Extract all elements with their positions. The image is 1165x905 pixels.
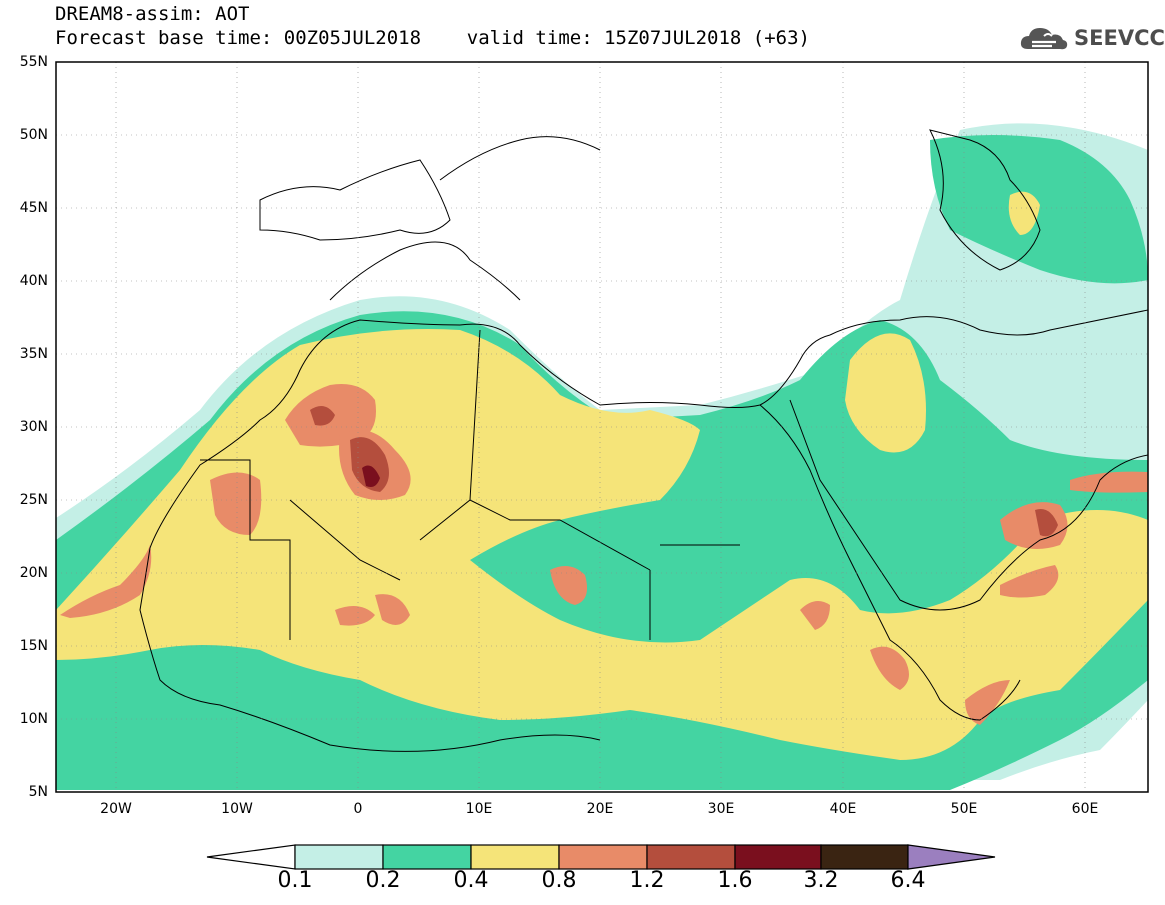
aot-contour-0.8-chad (550, 566, 588, 605)
aot-contour-0.8-somalia (965, 680, 1010, 725)
colorbar-bin-5 (646, 844, 736, 870)
aot-contour-0.8-sudan (800, 601, 909, 690)
lat-label: 50N (19, 127, 48, 143)
colorbar-label: 1.6 (717, 868, 753, 893)
lat-label: 40N (19, 273, 48, 289)
lon-label: 20E (586, 801, 614, 817)
aot-contour-0.8-iran (1070, 471, 1148, 493)
aot-contour-1.2-arabia (1035, 509, 1058, 537)
lon-label: 0 (353, 801, 363, 817)
colorbar-bin-2 (382, 844, 472, 870)
lat-label: 35N (19, 346, 48, 362)
lat-label: 20N (19, 565, 48, 581)
colorbar-bin-7 (820, 844, 909, 870)
colorbar (206, 844, 996, 870)
colorbar-label: 3.2 (803, 868, 839, 893)
aot-contour-0.8-mauritania (60, 545, 152, 618)
graticule (56, 62, 1148, 792)
aot-contour-1.2-morocco (310, 406, 335, 426)
logo-text: SEEVCCC (1074, 26, 1165, 50)
lon-label: 50E (950, 801, 978, 817)
colorbar-bin-6 (734, 844, 822, 870)
colorbar-bin-3 (470, 844, 560, 870)
lon-label: 60E (1071, 801, 1099, 817)
cloud-icon (1020, 28, 1068, 50)
lon-label: 40E (829, 801, 857, 817)
colorbar-bin-4 (558, 844, 648, 870)
lon-label: 20W (100, 801, 132, 817)
lat-label: 30N (19, 419, 48, 435)
seevccc-logo: SEEVCCC (1018, 22, 1165, 54)
aot-contour-0.8-wsahara (210, 472, 262, 535)
lat-label: 55N (19, 54, 48, 70)
map-frame (55, 61, 1149, 793)
colorbar-label: 0.8 (541, 868, 577, 893)
aot-contour-1.6-algeria (362, 465, 380, 487)
aot-contour-0.8-oman (1000, 565, 1059, 598)
map-title: DREAM8-assim: AOT (55, 3, 250, 25)
lat-label: 15N (19, 638, 48, 654)
forecast-time-subtitle: Forecast base time: 00Z05JUL2018 valid t… (55, 27, 810, 49)
aot-contour-0.4-caspian (1008, 191, 1040, 235)
colorbar-label: 0.2 (365, 868, 401, 893)
colorbar-label: 1.2 (629, 868, 665, 893)
colorbar-bin-1 (294, 844, 384, 870)
colorbar-over (907, 844, 996, 870)
colorbar-under (206, 844, 296, 870)
lat-label: 25N (19, 492, 48, 508)
coastlines (139, 129, 1148, 752)
lat-label: 10N (19, 711, 48, 727)
aot-contour-0.8-mali (335, 594, 410, 626)
aot-contour-0.4-iraq (845, 333, 926, 453)
lon-label: 10W (221, 801, 253, 817)
lon-label: 10E (465, 801, 493, 817)
lon-label: 30E (707, 801, 735, 817)
colorbar-label: 6.4 (890, 868, 926, 893)
colorbar-label: 0.1 (277, 868, 313, 893)
colorbar-label: 0.4 (453, 868, 489, 893)
lat-label: 5N (28, 784, 48, 800)
lat-label: 45N (19, 200, 48, 216)
